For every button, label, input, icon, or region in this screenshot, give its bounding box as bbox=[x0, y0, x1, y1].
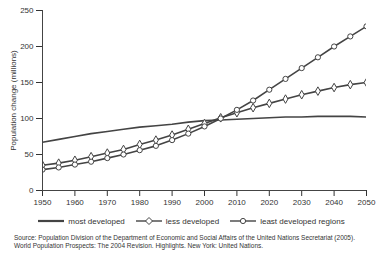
svg-text:2000: 2000 bbox=[196, 198, 214, 207]
svg-text:1980: 1980 bbox=[131, 198, 149, 207]
svg-text:1950: 1950 bbox=[34, 198, 52, 207]
svg-text:1960: 1960 bbox=[66, 198, 84, 207]
svg-text:0: 0 bbox=[29, 186, 34, 195]
svg-text:1970: 1970 bbox=[98, 198, 116, 207]
svg-text:50: 50 bbox=[25, 150, 34, 159]
html-text:least developed regions: least developed regions bbox=[260, 216, 345, 226]
html-text:less developed: less developed bbox=[165, 216, 220, 226]
html-text:most developed: most developed bbox=[68, 216, 125, 226]
svg-text:2050: 2050 bbox=[358, 198, 376, 207]
svg-text:Population change (millions): Population change (millions) bbox=[9, 50, 18, 151]
svg-text:150: 150 bbox=[20, 78, 34, 87]
svg-text:2020: 2020 bbox=[260, 198, 278, 207]
svg-text:2040: 2040 bbox=[325, 198, 343, 207]
svg-text:2010: 2010 bbox=[228, 198, 246, 207]
svg-text:200: 200 bbox=[20, 42, 34, 51]
svg-text:1990: 1990 bbox=[163, 198, 181, 207]
html-text:Source: Population Division of: Source: Population Division of the Depar… bbox=[14, 234, 355, 249]
svg-text:100: 100 bbox=[20, 114, 34, 123]
svg-text:2030: 2030 bbox=[293, 198, 311, 207]
svg-text:250: 250 bbox=[20, 6, 34, 15]
